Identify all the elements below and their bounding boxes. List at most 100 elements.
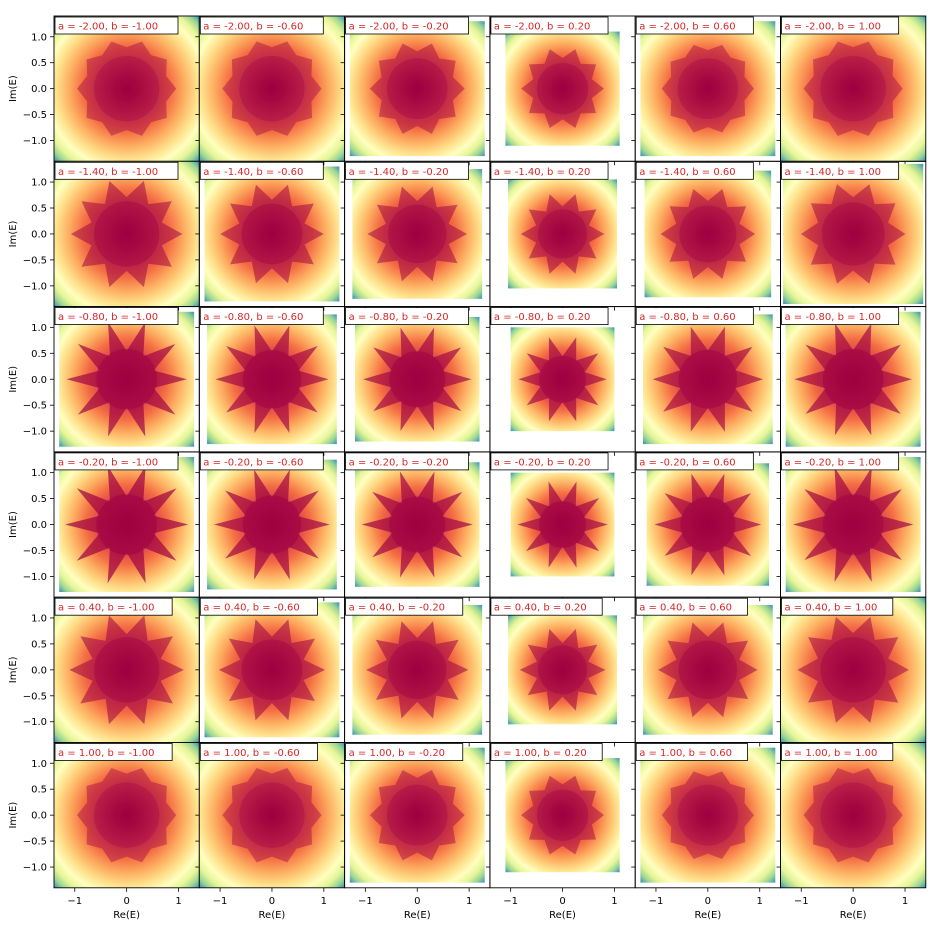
y-tick-label: −1.0 — [23, 136, 47, 147]
y-tick-label: 1.0 — [31, 759, 47, 770]
spectrum-center — [539, 355, 586, 403]
spectrum-star-core — [658, 622, 758, 718]
panel-title-box — [54, 743, 173, 761]
spectrum-star-core — [362, 327, 472, 431]
panel-0-0: 1.0 0.5 0.0 −0.5 −1.0 a = -2.00, b = -1.00 Im(… — [8, 15, 200, 166]
panel-2-1: a = -0.80, b = -0.60 — [195, 306, 346, 456]
spectrum-center — [93, 782, 160, 848]
spectrum-center — [678, 640, 738, 700]
panel-title: a = -0.80, b = 0.20 — [494, 312, 590, 323]
y-axis-label: Im(E) — [8, 656, 19, 683]
spectrum-center — [96, 348, 158, 410]
panel-title-box — [635, 16, 754, 35]
panel-title-box — [490, 743, 603, 761]
y-axis-label: Im(E) — [8, 75, 19, 102]
spectrum-star-core — [218, 619, 326, 721]
spectrum-heatmap — [505, 31, 620, 146]
panel-title: a = -2.00, b = 0.20 — [494, 22, 590, 33]
panel-title: a = -0.80, b = -0.20 — [349, 312, 449, 323]
spectrum-center — [388, 204, 447, 264]
panel-2-0: 1.0 0.5 0.0 −0.5 −1.0 a = -0.80, b = -1.00 Im(… — [8, 306, 200, 456]
spectrum-heatmap — [199, 742, 345, 888]
panel-title-box — [54, 161, 179, 180]
y-tick-label: −1.0 — [23, 281, 47, 292]
spectrum-star-core — [222, 41, 322, 136]
spectrum-heatmap — [349, 747, 485, 883]
panel-title: a = 0.40, b = -1.00 — [58, 603, 154, 614]
x-tick-label: 1 — [902, 896, 908, 907]
y-tick-label: −0.5 — [23, 691, 47, 702]
panel-2-3: a = -0.80, b = 0.20 — [485, 306, 636, 456]
panel-2-5: a = -0.80, b = 1.00 — [776, 306, 927, 456]
x-axis-label: Re(E) — [694, 910, 721, 921]
panel-5-1: −1 0 1 a = 1.00, b = -0.60 Re(E) — [195, 742, 346, 921]
x-tick-label: −1 — [358, 896, 373, 907]
panel-1-1: a = -1.40, b = -0.60 — [195, 160, 346, 311]
y-tick-label: 0.5 — [31, 349, 47, 360]
y-tick-label: 1.0 — [31, 468, 47, 479]
panel-title: a = -1.40, b = -1.00 — [58, 167, 158, 178]
spectrum-center — [239, 55, 305, 122]
panel-3-3: a = -0.20, b = 0.20 — [485, 451, 636, 602]
panel-4-4: a = 0.40, b = 0.60 — [631, 596, 781, 747]
panel-1-4: a = -1.40, b = 0.60 — [631, 160, 781, 311]
panel-title: a = -2.00, b = 0.60 — [639, 22, 735, 33]
spectrum-center — [536, 62, 589, 115]
spectrum-heatmap — [780, 16, 926, 162]
spectrum-star-core — [661, 44, 754, 133]
spectrum-star-core — [70, 180, 183, 287]
spectrum-star-core — [220, 184, 324, 284]
spectrum-center — [677, 58, 739, 120]
spectrum-star-core — [661, 771, 754, 859]
panel-4-0: 1.0 0.5 0.0 −0.5 −1.0 a = 0.40, b = -1.00 Im(E… — [8, 596, 200, 747]
panel-title-box — [345, 307, 470, 326]
panel-title-box — [635, 452, 754, 471]
panel-title: a = 0.40, b = 0.20 — [494, 603, 587, 614]
panel-5-0: −1 0 1 1.0 0.5 0.0 −0.5 −1.0 a = 1.00, b = -1.00… — [8, 742, 200, 921]
panel-title: a = -1.40, b = -0.60 — [203, 167, 303, 178]
y-tick-label: 1.0 — [31, 178, 47, 189]
panel-1-5: a = -1.40, b = 1.00 — [776, 160, 927, 311]
panel-title: a = -2.00, b = -0.60 — [203, 22, 303, 33]
panel-4-3: a = 0.40, b = 0.20 — [485, 596, 636, 747]
x-tick-label: 0 — [559, 896, 565, 907]
panel-1-2: a = -1.40, b = -0.20 — [340, 160, 491, 311]
panel-title-box — [490, 307, 609, 326]
spectrum-center — [678, 350, 738, 409]
panel-title-box — [345, 161, 470, 180]
spectrum-center — [242, 350, 302, 409]
panel-3-5: a = -0.20, b = 1.00 — [776, 451, 927, 602]
y-tick-label: −1.0 — [23, 863, 47, 874]
panel-2-4: a = -0.80, b = 0.60 — [631, 306, 781, 456]
spectrum-center — [241, 639, 303, 701]
y-axis-label: Im(E) — [8, 511, 19, 538]
panel-0-2: a = -2.00, b = -0.20 — [340, 15, 491, 166]
spectrum-star-core — [519, 629, 606, 711]
panel-title: a = -0.20, b = -1.00 — [58, 457, 158, 468]
spectrum-center — [93, 637, 160, 703]
y-axis-label: Im(E) — [8, 220, 19, 247]
panel-3-4: a = -0.20, b = 0.60 — [631, 451, 781, 602]
x-tick-label: 0 — [414, 896, 420, 907]
x-axis-label: Re(E) — [840, 910, 867, 921]
panel-title-box — [635, 743, 748, 761]
spectrum-star-core — [520, 194, 605, 274]
x-tick-label: −1 — [67, 896, 82, 907]
spectrum-center — [239, 782, 305, 848]
panel-title: a = 1.00, b = 0.60 — [639, 748, 732, 759]
panel-title-box — [635, 307, 754, 326]
panel-title-box — [54, 16, 179, 35]
panel-title-box — [781, 452, 900, 471]
y-tick-label: 0.0 — [31, 229, 47, 240]
panel-title-box — [54, 307, 179, 326]
panel-title: a = -1.40, b = 0.60 — [639, 167, 735, 178]
panel-title: a = -0.20, b = -0.60 — [203, 457, 303, 468]
x-tick-label: 1 — [321, 896, 327, 907]
x-tick-label: 0 — [269, 896, 275, 907]
panel-title: a = 1.00, b = -0.60 — [203, 748, 299, 759]
x-tick-label: −1 — [503, 896, 518, 907]
panel-title-box — [781, 161, 900, 180]
panel-title: a = -0.80, b = -0.60 — [203, 312, 303, 323]
panel-title-box — [54, 452, 179, 471]
